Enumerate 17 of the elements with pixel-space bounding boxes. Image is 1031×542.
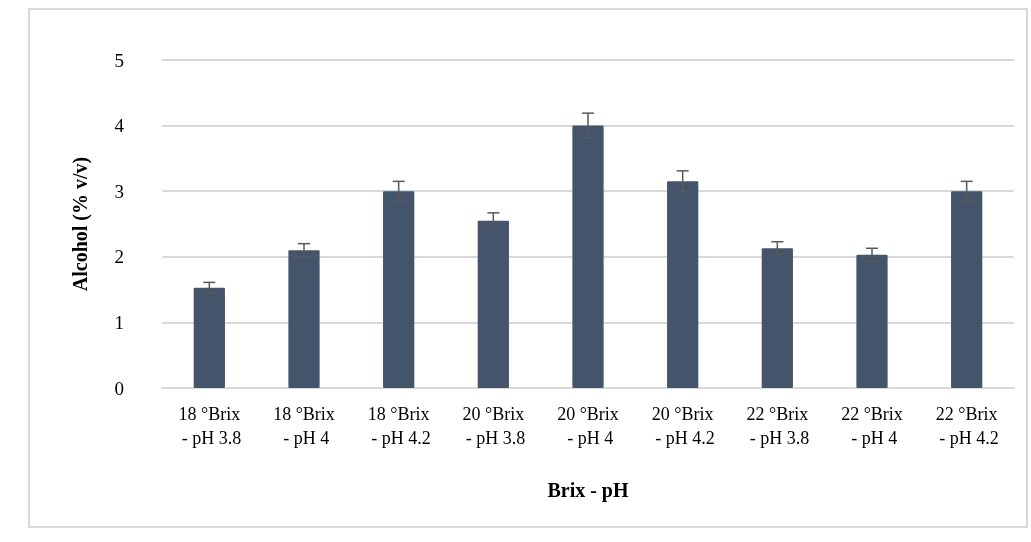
x-tick-label: 18 °Brix - pH 4 (273, 404, 335, 448)
x-tick-label: 20 °Brix - pH 4 (557, 404, 619, 448)
x-tick-label: 18 °Brix - pH 4.2 (366, 404, 431, 448)
x-axis-title: Brix - pH (547, 479, 629, 502)
x-tick-label: 22 °Brix - pH 3.8 (745, 404, 810, 448)
x-tick-label: 18 °Brix - pH 3.8 (177, 404, 242, 448)
y-axis-title: Alcohol (% v/v) (69, 156, 92, 292)
y-tick-label: 0 (114, 377, 124, 399)
x-tick-label: 22 °Brix - pH 4.2 (934, 404, 999, 448)
y-tick-label: 2 (114, 246, 124, 268)
y-tick-label: 3 (114, 180, 124, 202)
y-tick-label: 1 (114, 311, 124, 333)
x-tick-label: 22 °Brix - pH 4 (841, 404, 903, 448)
y-tick-label: 5 (114, 49, 124, 71)
x-tick-label: 20 °Brix - pH 3.8 (461, 404, 526, 448)
x-tick-label: 20 °Brix - pH 4.2 (650, 404, 715, 448)
y-tick-label: 4 (114, 115, 125, 137)
